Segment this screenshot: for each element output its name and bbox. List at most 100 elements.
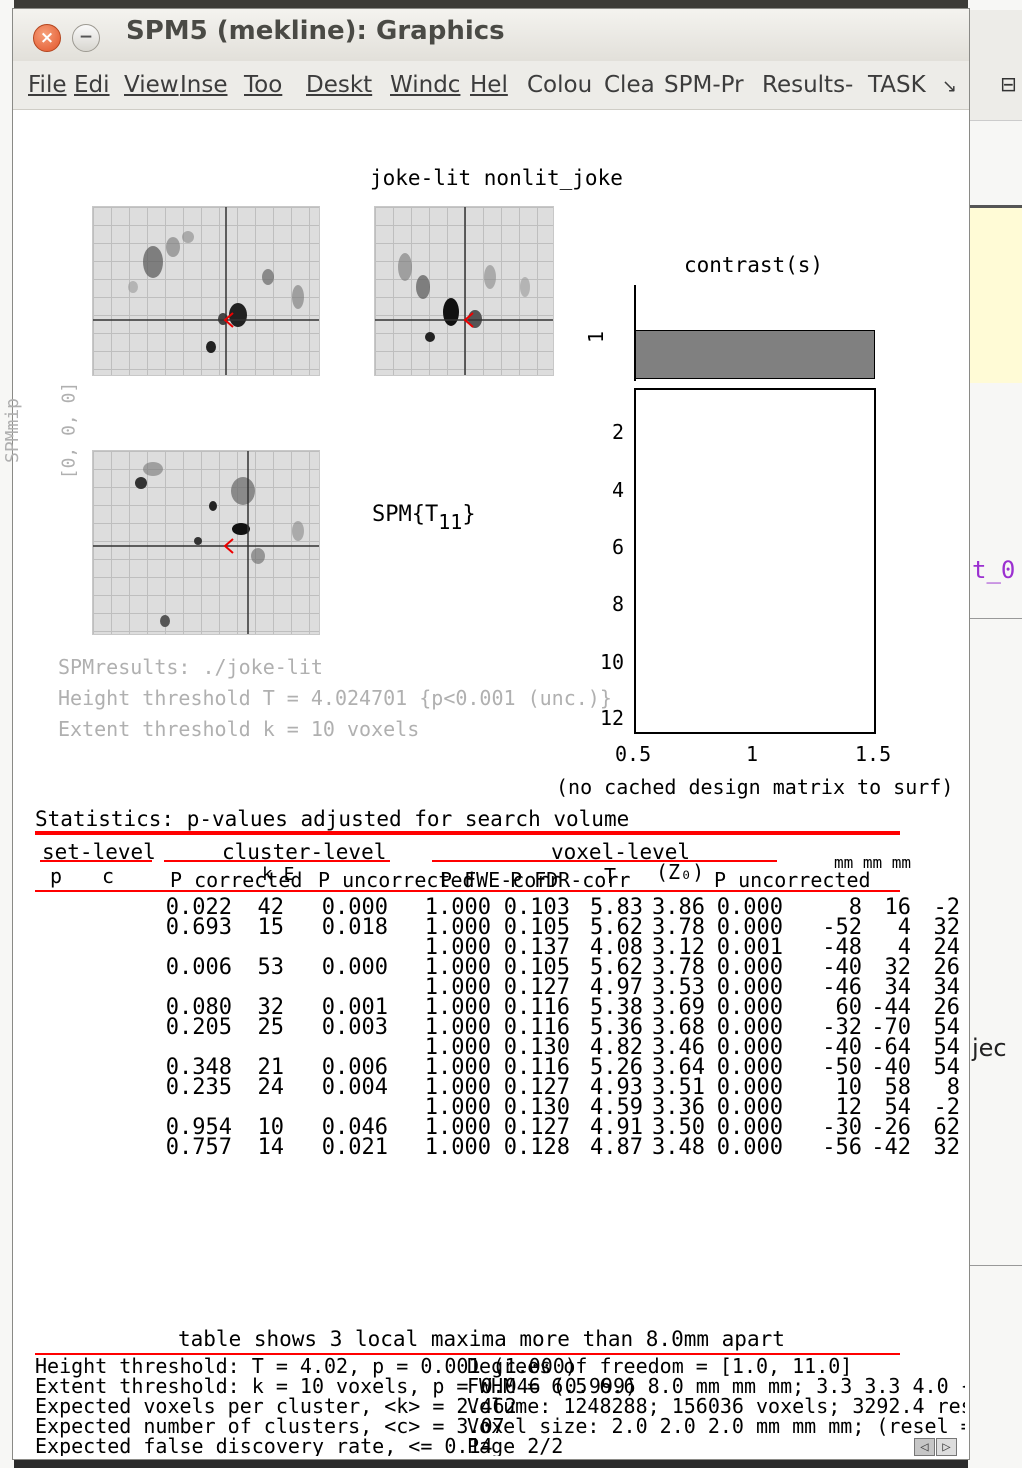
table-cell-fdr: 0.128 [503,1135,570,1160]
table-cell-k: 32 [257,995,285,1020]
footer-voxel-size: Voxel size: 2.0 2.0 2.0 mm mm mm; (resel… [467,1414,965,1438]
table-cell-x: -32 [822,1015,862,1040]
close-window-button[interactable]: × [33,24,61,52]
menu-results[interactable]: Results- [762,72,854,98]
table-cell-k: 14 [257,1135,285,1160]
menu-file[interactable]: File [28,72,67,98]
subheader-voxel-uncorrected: P uncorrected [714,868,871,892]
window-title: SPM5 (mekline): Graphics [126,16,505,46]
menu-overflow-arrow-icon[interactable]: ↘ [942,76,958,97]
design-xtick: 1 [746,742,759,766]
table-cell-z: 3.51 [652,1075,705,1100]
table-cell-t: 4.08 [590,935,643,960]
table-cell-z: 3.68 [652,1015,705,1040]
table-cell-x: 12 [835,1095,863,1120]
table-cell-pv: 0.000 [716,1115,783,1140]
menu-view[interactable]: View [124,72,179,98]
table-row[interactable]: 0.757 14 0.021 1.000 0.128 4.87 3.48 0.000 -56 -4… [0,1135,968,1160]
table-cell-zc: 54 [933,1035,961,1060]
table-cell-pv: 0.000 [716,1075,783,1100]
table-cell-pu: 0.021 [321,1135,388,1160]
footer-block: Height threshold: T = 4.02, p = 0.001 (1… [35,1356,965,1456]
table-cell-y: 16 [884,895,912,920]
table-cell-pv: 0.000 [716,995,783,1020]
table-cell-zc: 32 [933,915,961,940]
contrasts-title: contrast(s) [684,253,824,277]
menu-colours[interactable]: Colou [527,72,593,98]
desktop-top-strip [0,0,1022,8]
table-cell-t: 5.62 [590,915,643,940]
table-cell-t: 5.62 [590,955,643,980]
table-cell-z: 3.12 [652,935,705,960]
stats-table-body: 0.022 42 0.000 1.000 0.103 5.83 3.86 0.000 8 16 -2… [0,895,968,1168]
table-cell-zc: 8 [946,1075,960,1100]
mip-axial [92,450,320,635]
mip-axial-blobs [93,451,319,634]
design-xtick: 1.5 [855,742,892,766]
table-cell-t: 4.82 [590,1035,643,1060]
table-cell-fwe: 1.000 [424,995,491,1020]
background-window-left [0,0,14,1468]
mip-sagittal-blobs [93,207,319,375]
table-cell-zc: 32 [933,1135,961,1160]
menu-tools[interactable]: Too [244,72,283,98]
table-row[interactable]: 1.000 0.127 4.97 3.53 0.000 -46 34 34 [0,975,968,1000]
table-cell-pv: 0.000 [716,975,783,1000]
table-cell-z: 3.64 [652,1055,705,1080]
table-row[interactable]: 0.954 10 0.046 1.000 0.127 4.91 3.50 0.000 -30 -2… [0,1115,968,1140]
table-cell-pc: 0.006 [165,955,232,980]
menu-help[interactable]: Hel [470,72,508,98]
table-cell-fwe: 1.000 [424,1115,491,1140]
table-cell-fwe: 1.000 [424,975,491,1000]
table-cell-z: 3.69 [652,995,705,1020]
menu-task[interactable]: TASK [868,72,926,98]
table-cell-fwe: 1.000 [424,935,491,960]
menu-insert[interactable]: Inse [180,72,228,98]
table-cell-fdr: 0.127 [503,1075,570,1100]
menu-spm-print[interactable]: SPM-Pr [664,72,744,98]
table-cell-t: 4.91 [590,1115,643,1140]
minimize-window-button[interactable]: − [72,24,100,52]
page-next-button[interactable]: ▷ [936,1438,957,1456]
table-row[interactable]: 1.000 0.137 4.08 3.12 0.001 -48 4 24 [0,935,968,960]
table-cell-pv: 0.000 [716,1035,783,1060]
table-row[interactable]: 1.000 0.130 4.82 3.46 0.000 -40 -64 54 [0,1035,968,1060]
footer-fwhm: FWHM = 6.5 6.6 8.0 mm mm mm; 3.3 3.3 4.0… [467,1374,965,1398]
table-cell-z: 3.53 [652,975,705,1000]
table-cell-zc: 54 [933,1055,961,1080]
menu-clear[interactable]: Clea [604,72,655,98]
subheader-ke: k E [262,864,295,885]
table-cell-x: -40 [822,955,862,980]
table-row[interactable]: 0.205 25 0.003 1.000 0.116 5.36 3.68 0.000 -32 -7… [0,1015,968,1040]
table-cell-y: 54 [884,1095,912,1120]
design-matrix-caption: (no cached design matrix to surf) [556,775,954,799]
table-row[interactable]: 0.022 42 0.000 1.000 0.103 5.83 3.86 0.000 8 16 -2 [0,895,968,920]
table-row[interactable]: 0.235 24 0.004 1.000 0.127 4.93 3.51 0.000 10 58 8 [0,1075,968,1100]
menu-desktop[interactable]: Deskt [306,72,373,98]
table-cell-t: 4.59 [590,1095,643,1120]
title-bar[interactable] [13,9,969,61]
table-cell-pu: 0.004 [321,1075,388,1100]
subheader-p-uncorrected: P uncorrected [318,868,475,892]
menu-window[interactable]: Windc [390,72,461,98]
table-cell-fwe: 1.000 [424,1095,491,1120]
table-cell-fdr: 0.130 [503,1095,570,1120]
table-row[interactable]: 0.348 21 0.006 1.000 0.116 5.26 3.64 0.000 -50 -4… [0,1055,968,1080]
table-cell-y: -44 [871,995,911,1020]
menu-edit[interactable]: Edi [74,72,110,98]
table-row[interactable]: 0.006 53 0.000 1.000 0.105 5.62 3.78 0.000 -40 32… [0,955,968,980]
table-row[interactable]: 0.693 15 0.018 1.000 0.105 5.62 3.78 0.000 -52 4 3… [0,915,968,940]
table-row[interactable]: 1.000 0.130 4.59 3.36 0.000 12 54 -2 [0,1095,968,1120]
bg-text-1: t_0 [972,556,1016,584]
table-cell-pv: 0.000 [716,1055,783,1080]
footer-volume: Volume: 1248288; 156036 voxels; 3292.4 r… [467,1394,965,1418]
design-ytick: 4 [612,478,625,502]
table-cell-t: 5.26 [590,1055,643,1080]
spm-stat-label: SPM{T11} [372,502,476,534]
table-row[interactable]: 0.080 32 0.001 1.000 0.116 5.38 3.69 0.000 60 -44… [0,995,968,1020]
table-cell-pu: 0.000 [321,955,388,980]
table-cell-fwe: 1.000 [424,1055,491,1080]
page-prev-button[interactable]: ◁ [914,1438,935,1456]
table-cell-z: 3.46 [652,1035,705,1060]
table-cell-fdr: 0.130 [503,1035,570,1060]
